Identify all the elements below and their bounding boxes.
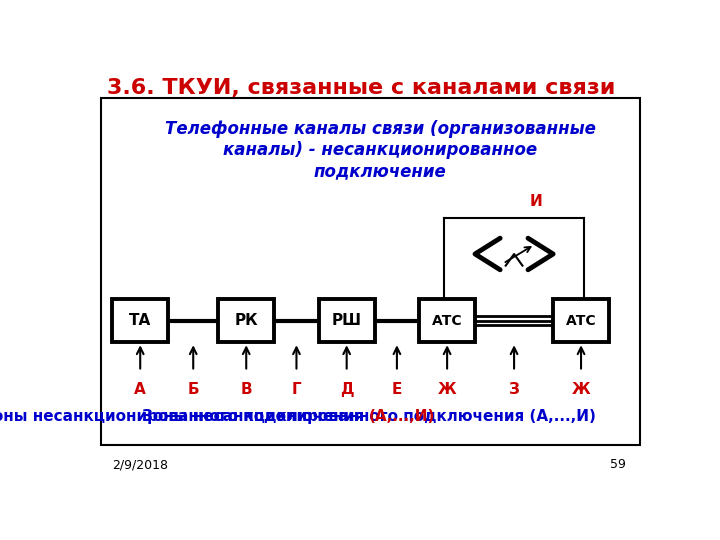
Text: Ж: Ж xyxy=(572,382,590,397)
Text: З: З xyxy=(508,382,520,397)
Text: ТА: ТА xyxy=(129,313,151,328)
Text: каналы) - несанкционированное: каналы) - несанкционированное xyxy=(223,141,537,159)
Text: 3.6. ТКУИ, связанные с каналами связи: 3.6. ТКУИ, связанные с каналами связи xyxy=(107,78,615,98)
Text: А: А xyxy=(135,382,146,397)
FancyBboxPatch shape xyxy=(218,299,274,342)
Text: Зоны несанкционированного подключения: Зоны несанкционированного подключения xyxy=(0,409,369,424)
Text: (А,...,И): (А,...,И) xyxy=(369,409,436,424)
Text: Б: Б xyxy=(187,382,199,397)
Text: РШ: РШ xyxy=(332,313,361,328)
Text: Зоны несанкционированного подключения (А,...,И): Зоны несанкционированного подключения (А… xyxy=(142,409,596,424)
Text: Е: Е xyxy=(392,382,402,397)
FancyBboxPatch shape xyxy=(319,299,374,342)
FancyBboxPatch shape xyxy=(553,299,609,342)
Text: И: И xyxy=(530,194,543,210)
Text: АТС: АТС xyxy=(566,314,596,328)
FancyBboxPatch shape xyxy=(419,299,475,342)
Text: подключение: подключение xyxy=(314,162,446,180)
Text: Д: Д xyxy=(340,382,354,397)
Text: 59: 59 xyxy=(610,458,626,471)
FancyBboxPatch shape xyxy=(112,299,168,342)
Text: Ж: Ж xyxy=(438,382,456,397)
Text: Телефонные каналы связи (организованные: Телефонные каналы связи (организованные xyxy=(165,120,595,138)
FancyBboxPatch shape xyxy=(101,98,639,446)
Text: Г: Г xyxy=(292,382,301,397)
Text: В: В xyxy=(240,382,252,397)
Text: 2/9/2018: 2/9/2018 xyxy=(112,458,168,471)
Text: РК: РК xyxy=(235,313,258,328)
Text: АТС: АТС xyxy=(432,314,462,328)
